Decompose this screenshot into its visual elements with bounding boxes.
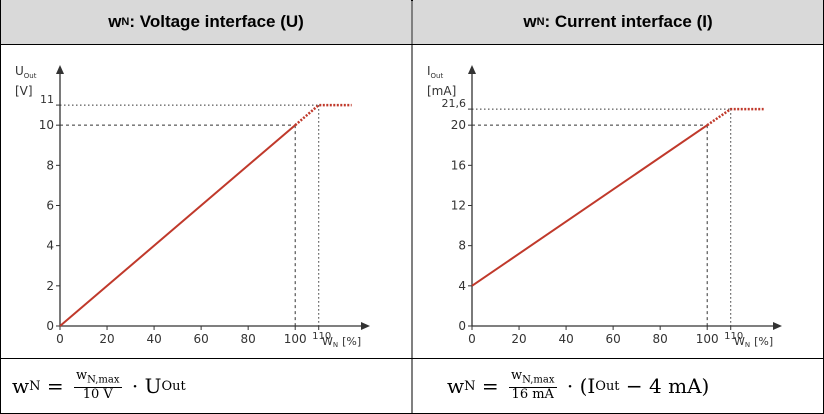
x-tick-label: 60 <box>605 332 620 346</box>
x-tick-label: 20 <box>99 332 114 346</box>
formula-current-fraction: wN,max 16 mA <box>508 368 557 402</box>
formula-voltage-lhs: w <box>12 374 30 398</box>
saturation-line <box>294 103 352 127</box>
formula-current-dot: · ( <box>560 374 588 398</box>
characteristic-line <box>59 124 296 327</box>
x-tick-label: 40 <box>146 332 161 346</box>
x-axis-arrow <box>773 322 782 330</box>
x-tick-label: 80 <box>241 332 256 346</box>
formula-voltage-rhs-sub: Out <box>161 378 186 394</box>
formula-current-lhs-sub: N <box>464 378 476 394</box>
y-axis-label: UOut <box>15 64 37 80</box>
formula-voltage-fraction: wN,max 10 V <box>73 368 122 402</box>
y-tick-label: 8 <box>46 158 54 172</box>
formula-voltage-den: 10 V <box>82 386 113 402</box>
y-tick-label: 10 <box>39 118 54 132</box>
formula-voltage-num: w <box>75 368 88 384</box>
saturation-line <box>706 107 764 127</box>
formula-voltage-rhs: U <box>144 374 162 398</box>
x-tick-label: 0 <box>468 332 476 346</box>
formula-current-den: 16 mA <box>511 386 554 402</box>
y-axis-unit: [mA] <box>427 84 456 98</box>
y-tick-label: 8 <box>458 239 466 253</box>
y-axis-arrow <box>56 65 64 74</box>
characteristic-line <box>471 124 708 287</box>
header-current-text: : Current interface (I) <box>544 12 713 31</box>
header-voltage-sub: N <box>121 16 130 28</box>
formula-voltage-lhs-sub: N <box>29 378 41 394</box>
formula-current-num-sub: N,max <box>522 375 555 387</box>
x-axis-arrow <box>361 322 370 330</box>
x-tick-label: 110 <box>724 331 743 342</box>
formula-current-tail: − 4 mA) <box>619 374 710 398</box>
y-tick-label: 4 <box>458 279 466 293</box>
x-tick-label: 80 <box>653 332 668 346</box>
y-tick-label: 0 <box>458 319 466 333</box>
header-voltage-text: : Voltage interface (U) <box>129 12 304 31</box>
y-tick-label: 6 <box>46 199 54 213</box>
y-tick-label: 4 <box>46 239 54 253</box>
formula-current-lhs: w <box>447 374 465 398</box>
x-tick-label: 20 <box>511 332 526 346</box>
x-axis-label: WN [%] <box>322 335 361 349</box>
formula-voltage-num-sub: N,max <box>87 375 120 387</box>
y-tick-label: 16 <box>451 158 466 172</box>
x-tick-label: 60 <box>193 332 208 346</box>
x-tick-label: 100 <box>284 332 307 346</box>
x-tick-label: 100 <box>696 332 719 346</box>
y-axis-label: IOut <box>427 64 443 80</box>
x-axis-label: WN [%] <box>734 335 773 349</box>
header-current-w: w <box>523 12 537 31</box>
formula-voltage-dot: · <box>125 374 145 398</box>
formula-voltage-eq: = <box>40 374 70 398</box>
y-tick-label: 11 <box>40 93 54 106</box>
formula-current-eq: = <box>475 374 505 398</box>
y-tick-label: 20 <box>451 118 466 132</box>
y-tick-label: 12 <box>451 199 466 213</box>
header-voltage-w: w <box>108 12 122 31</box>
formula-current-rhs-sub: Out <box>595 378 620 394</box>
y-axis-arrow <box>468 65 476 74</box>
header-current-sub: N <box>536 16 545 28</box>
x-tick-label: 40 <box>558 332 573 346</box>
formula-current-rhs: I <box>587 374 596 398</box>
y-axis-unit: [V] <box>15 84 33 98</box>
x-tick-label: 110 <box>312 331 331 342</box>
y-tick-label: 21,6 <box>442 97 467 110</box>
y-tick-label: 0 <box>46 319 54 333</box>
y-tick-label: 2 <box>46 279 54 293</box>
x-tick-label: 0 <box>56 332 64 346</box>
formula-current-num: w <box>510 368 523 384</box>
voltage-chart: UOut [V] WN [%] 0 20 40 60 80 100 110 0 2 4 6 8 10 11 <box>15 64 370 349</box>
current-chart: IOut [mA] WN [%] 0 20 40 60 80 100 110 0 4 8 12 16 20 21,… <box>427 64 782 349</box>
